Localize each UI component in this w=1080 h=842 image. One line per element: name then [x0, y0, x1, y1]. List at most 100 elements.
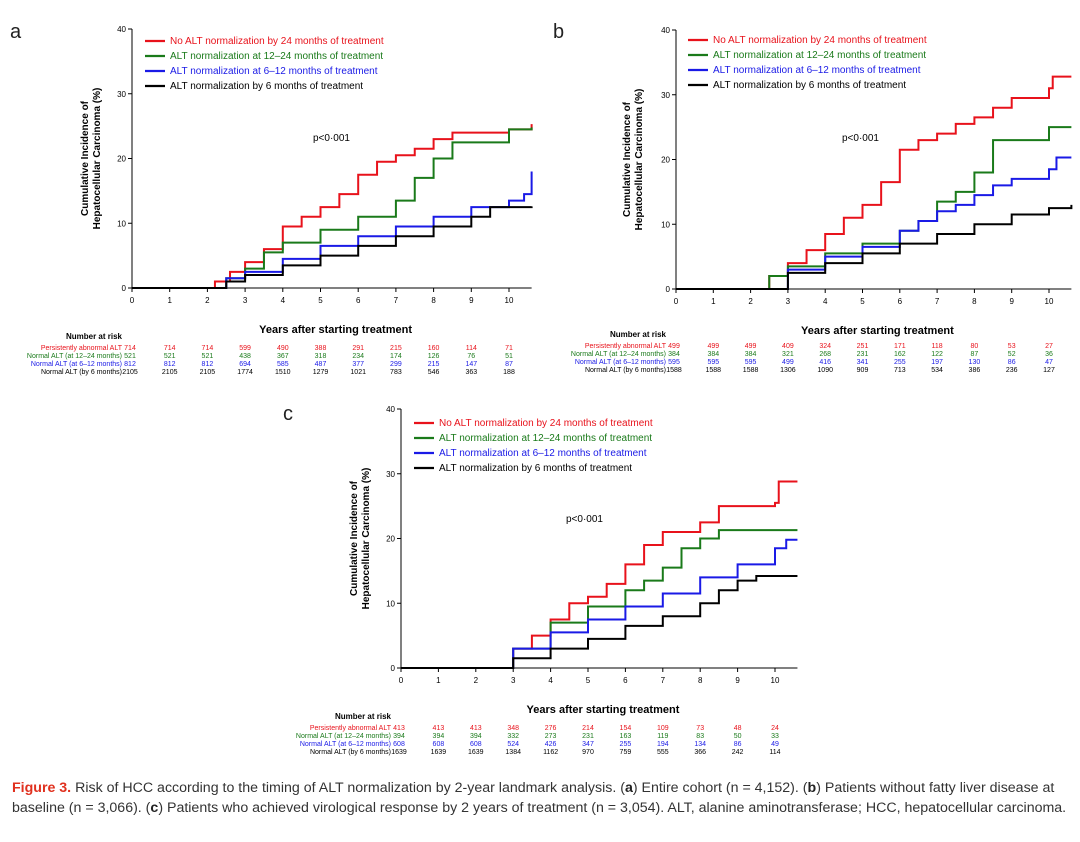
risk-value: 321	[782, 351, 794, 358]
x-tick-label: 10	[1045, 297, 1054, 306]
risk-value: 114	[466, 345, 477, 352]
risk-value: 1384	[505, 749, 521, 756]
legend-entry: ALT normalization by 6 months of treatme…	[170, 81, 363, 92]
caption-panel-ref: a	[624, 780, 633, 796]
risk-value: 80	[971, 343, 979, 350]
risk-value: 215	[390, 345, 402, 352]
risk-value: 122	[931, 351, 943, 358]
risk-row-label: Normal ALT (at 12–24 months)	[571, 351, 666, 358]
risk-value: 384	[745, 351, 757, 358]
risk-value: 332	[507, 733, 519, 740]
risk-value: 214	[582, 725, 594, 732]
risk-value: 174	[390, 353, 402, 360]
risk-value: 1639	[431, 749, 447, 756]
risk-value: 377	[352, 361, 364, 368]
risk-value: 394	[433, 733, 445, 740]
risk-row-label: Normal ALT (at 6–12 months)	[575, 359, 666, 366]
legend-entry: ALT normalization at 6–12 months of trea…	[170, 66, 378, 77]
x-tick-label: 5	[586, 676, 591, 685]
risk-value: 413	[393, 725, 405, 732]
legend-entry: ALT normalization at 12–24 months of tre…	[170, 51, 383, 62]
caption-text: ) Patients who achieved virological resp…	[158, 800, 1067, 816]
x-tick-label: 6	[898, 297, 903, 306]
risk-value: 324	[819, 343, 831, 350]
x-tick-label: 5	[318, 296, 323, 305]
y-axis-label: Hepatocellular Carcinoma (%)	[634, 89, 645, 231]
y-tick-label: 0	[391, 664, 396, 673]
risk-value: 499	[745, 343, 757, 350]
y-axis-label: Cumulative Incidence of	[80, 100, 91, 216]
legend-entry: ALT normalization at 6–12 months of trea…	[439, 448, 647, 459]
risk-value: 384	[668, 351, 680, 358]
risk-value: 130	[969, 359, 981, 366]
y-axis-label: Cumulative Incidence of	[349, 480, 360, 596]
x-axis-label: Years after starting treatment	[801, 325, 954, 337]
x-tick-label: 2	[205, 296, 210, 305]
risk-value: 27	[1045, 343, 1053, 350]
y-tick-label: 20	[386, 535, 395, 544]
risk-value: 487	[315, 361, 327, 368]
panel-b: b 0 10 20 30 40 0 1 2 3 4 5 6 7 8 9 10 Years after starti…	[553, 21, 1073, 374]
km-curve-3	[676, 204, 1073, 290]
caption-text: ) Entire cohort (n = 4,152). (	[632, 780, 808, 796]
km-curve-0	[401, 480, 798, 669]
x-tick-label: 9	[1009, 297, 1014, 306]
figure-caption: Figure 3. Risk of HCC according to the t…	[12, 778, 1072, 818]
y-axis-label: Cumulative Incidence of	[622, 101, 633, 217]
km-curve-1	[401, 529, 798, 669]
risk-value: 812	[124, 361, 136, 368]
risk-value: 1588	[666, 367, 682, 374]
x-tick-label: 8	[972, 297, 977, 306]
risk-table-title: Number at risk	[335, 712, 392, 721]
risk-value: 608	[470, 741, 482, 748]
risk-value: 1090	[817, 367, 833, 374]
risk-row-label: Persistently abnormal ALT	[41, 345, 123, 352]
risk-value: 366	[694, 749, 706, 756]
risk-value: 367	[277, 353, 289, 360]
y-tick-label: 30	[117, 90, 126, 99]
risk-value: 255	[620, 741, 632, 748]
risk-value: 386	[969, 367, 981, 374]
x-tick-label: 6	[623, 676, 628, 685]
x-tick-label: 1	[167, 296, 172, 305]
risk-value: 1639	[468, 749, 484, 756]
risk-value: 234	[352, 353, 364, 360]
risk-value: 1588	[743, 367, 759, 374]
legend-entry: ALT normalization by 6 months of treatme…	[439, 463, 632, 474]
risk-value: 154	[620, 725, 632, 732]
panel-letter: a	[10, 21, 22, 43]
risk-value: 521	[124, 353, 136, 360]
risk-value: 521	[164, 353, 176, 360]
risk-value: 413	[470, 725, 482, 732]
y-axis-label: Hepatocellular Carcinoma (%)	[361, 468, 372, 610]
risk-value: 499	[707, 343, 719, 350]
risk-value: 783	[390, 369, 402, 376]
y-tick-label: 30	[386, 470, 395, 479]
risk-value: 409	[782, 343, 794, 350]
y-tick-label: 40	[386, 405, 395, 414]
y-tick-label: 10	[661, 220, 670, 229]
panel-letter: c	[283, 403, 293, 425]
legend-entry: ALT normalization at 6–12 months of trea…	[713, 65, 921, 76]
x-tick-label: 5	[860, 297, 865, 306]
risk-row-label: Persistently abnormal ALT	[310, 725, 392, 732]
risk-value: 276	[545, 725, 557, 732]
risk-value: 499	[668, 343, 680, 350]
risk-value: 608	[433, 741, 445, 748]
x-tick-label: 2	[474, 676, 479, 685]
x-tick-label: 0	[130, 296, 135, 305]
risk-value: 71	[505, 345, 513, 352]
risk-value: 363	[465, 369, 477, 376]
risk-value: 499	[782, 359, 794, 366]
risk-value: 24	[771, 725, 779, 732]
risk-value: 53	[1008, 343, 1016, 350]
risk-value: 388	[315, 345, 327, 352]
risk-value: 2105	[162, 369, 178, 376]
risk-value: 49	[771, 741, 779, 748]
km-curve-1	[676, 126, 1072, 290]
risk-value: 86	[1008, 359, 1016, 366]
risk-value: 134	[694, 741, 706, 748]
x-tick-label: 8	[698, 676, 703, 685]
risk-value: 109	[657, 725, 669, 732]
x-tick-label: 0	[399, 676, 404, 685]
